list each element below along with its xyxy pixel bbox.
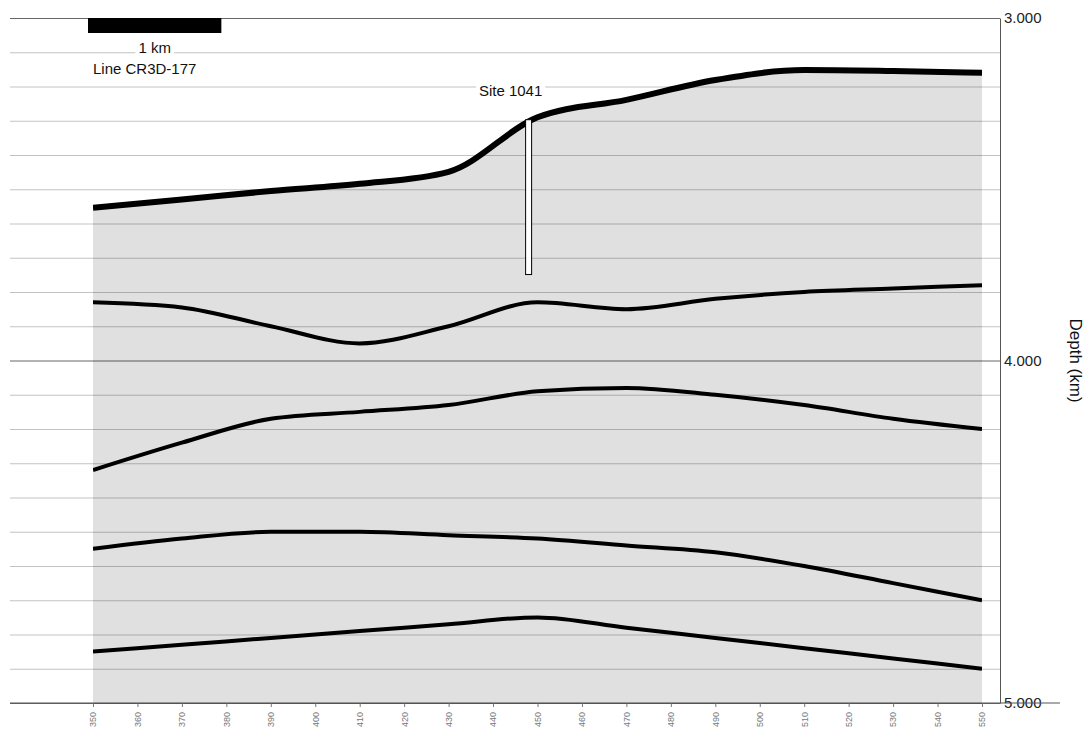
sediment-area — [93, 70, 982, 703]
x-tick-label: 430 — [444, 712, 454, 727]
x-tick-mark — [538, 703, 539, 707]
x-tick-label: 360 — [133, 712, 143, 727]
x-tick-mark — [360, 703, 361, 707]
x-tick-mark — [849, 703, 850, 707]
x-tick: 420 — [400, 703, 410, 727]
x-tick-mark — [715, 703, 716, 707]
x-tick: 440 — [488, 703, 498, 727]
y-tick-label: 3.000 — [1004, 9, 1042, 26]
seafloor-line — [93, 70, 982, 208]
x-tick: 500 — [755, 703, 765, 727]
x-tick: 360 — [133, 703, 143, 727]
x-tick-label: 550 — [977, 712, 987, 727]
label-background — [90, 59, 199, 78]
x-tick-label: 500 — [755, 712, 765, 727]
x-tick: 480 — [666, 703, 676, 727]
x-tick: 510 — [800, 703, 810, 727]
x-tick: 530 — [888, 703, 898, 727]
x-tick-label: 390 — [266, 712, 276, 727]
x-axis: 350 360 370 380 390 400 410 420 430 440 450 460 470 4… — [88, 703, 987, 727]
x-tick: 520 — [844, 703, 854, 727]
x-tick: 430 — [444, 703, 454, 727]
x-tick: 380 — [222, 703, 232, 727]
x-tick-mark — [493, 703, 494, 707]
reflector-line — [93, 285, 982, 343]
x-tick-label: 400 — [311, 712, 321, 727]
x-tick: 350 — [88, 703, 98, 727]
reflector-line — [93, 532, 982, 601]
scale-bar-label: 1 km — [138, 39, 171, 56]
x-tick-mark — [226, 703, 227, 707]
borehole — [526, 120, 532, 275]
x-tick-mark — [671, 703, 672, 707]
x-tick-mark — [626, 703, 627, 707]
label-background — [135, 38, 174, 57]
x-tick-mark — [271, 703, 272, 707]
x-tick-label: 410 — [355, 712, 365, 727]
y-axis-title: Depth (km) — [1066, 318, 1085, 402]
x-tick-label: 420 — [400, 712, 410, 727]
x-tick: 460 — [577, 703, 587, 727]
x-tick-mark — [582, 703, 583, 707]
x-tick-label: 540 — [933, 712, 943, 727]
title: Line CR3D-177 — [93, 60, 196, 77]
x-tick: 490 — [711, 703, 721, 727]
x-tick-mark — [93, 703, 94, 707]
x-tick-mark — [315, 703, 316, 707]
x-tick-label: 370 — [177, 712, 187, 727]
x-tick: 450 — [533, 703, 543, 727]
scale-bar — [88, 18, 221, 33]
x-tick: 410 — [355, 703, 365, 727]
x-tick-label: 460 — [577, 712, 587, 727]
x-tick-mark — [982, 703, 983, 707]
annotation-label: Site 1041 — [479, 82, 542, 99]
x-tick-label: 470 — [622, 712, 632, 727]
x-tick-mark — [137, 703, 138, 707]
x-tick-label: 530 — [888, 712, 898, 727]
x-tick-label: 510 — [800, 712, 810, 727]
x-tick-mark — [938, 703, 939, 707]
x-tick: 390 — [266, 703, 276, 727]
x-tick-label: 350 — [88, 712, 98, 727]
x-tick-label: 450 — [533, 712, 543, 727]
x-tick-mark — [404, 703, 405, 707]
label-background — [476, 81, 545, 100]
y-axis: 3.0004.0005.000 — [10, 9, 1042, 711]
reflector-line — [93, 617, 982, 668]
x-tick-mark — [760, 703, 761, 707]
x-tick: 370 — [177, 703, 187, 727]
x-tick-mark — [893, 703, 894, 707]
x-tick: 470 — [622, 703, 632, 727]
y-tick-label: 4.000 — [1004, 352, 1042, 369]
x-tick: 550 — [977, 703, 987, 727]
x-tick-label: 440 — [488, 712, 498, 727]
x-tick-label: 490 — [711, 712, 721, 727]
y-axis-line — [1000, 19, 1001, 704]
plot-area — [93, 70, 982, 703]
x-tick-mark — [182, 703, 183, 707]
x-tick-label: 480 — [666, 712, 676, 727]
x-tick-mark — [804, 703, 805, 707]
x-tick: 540 — [933, 703, 943, 727]
x-tick-label: 380 — [222, 712, 232, 727]
chart: 3.0004.0005.0003503603703803904004104204… — [0, 0, 1089, 742]
x-tick: 400 — [311, 703, 321, 727]
reflector-line — [93, 388, 982, 470]
x-tick-label: 520 — [844, 712, 854, 727]
x-tick-mark — [449, 703, 450, 707]
